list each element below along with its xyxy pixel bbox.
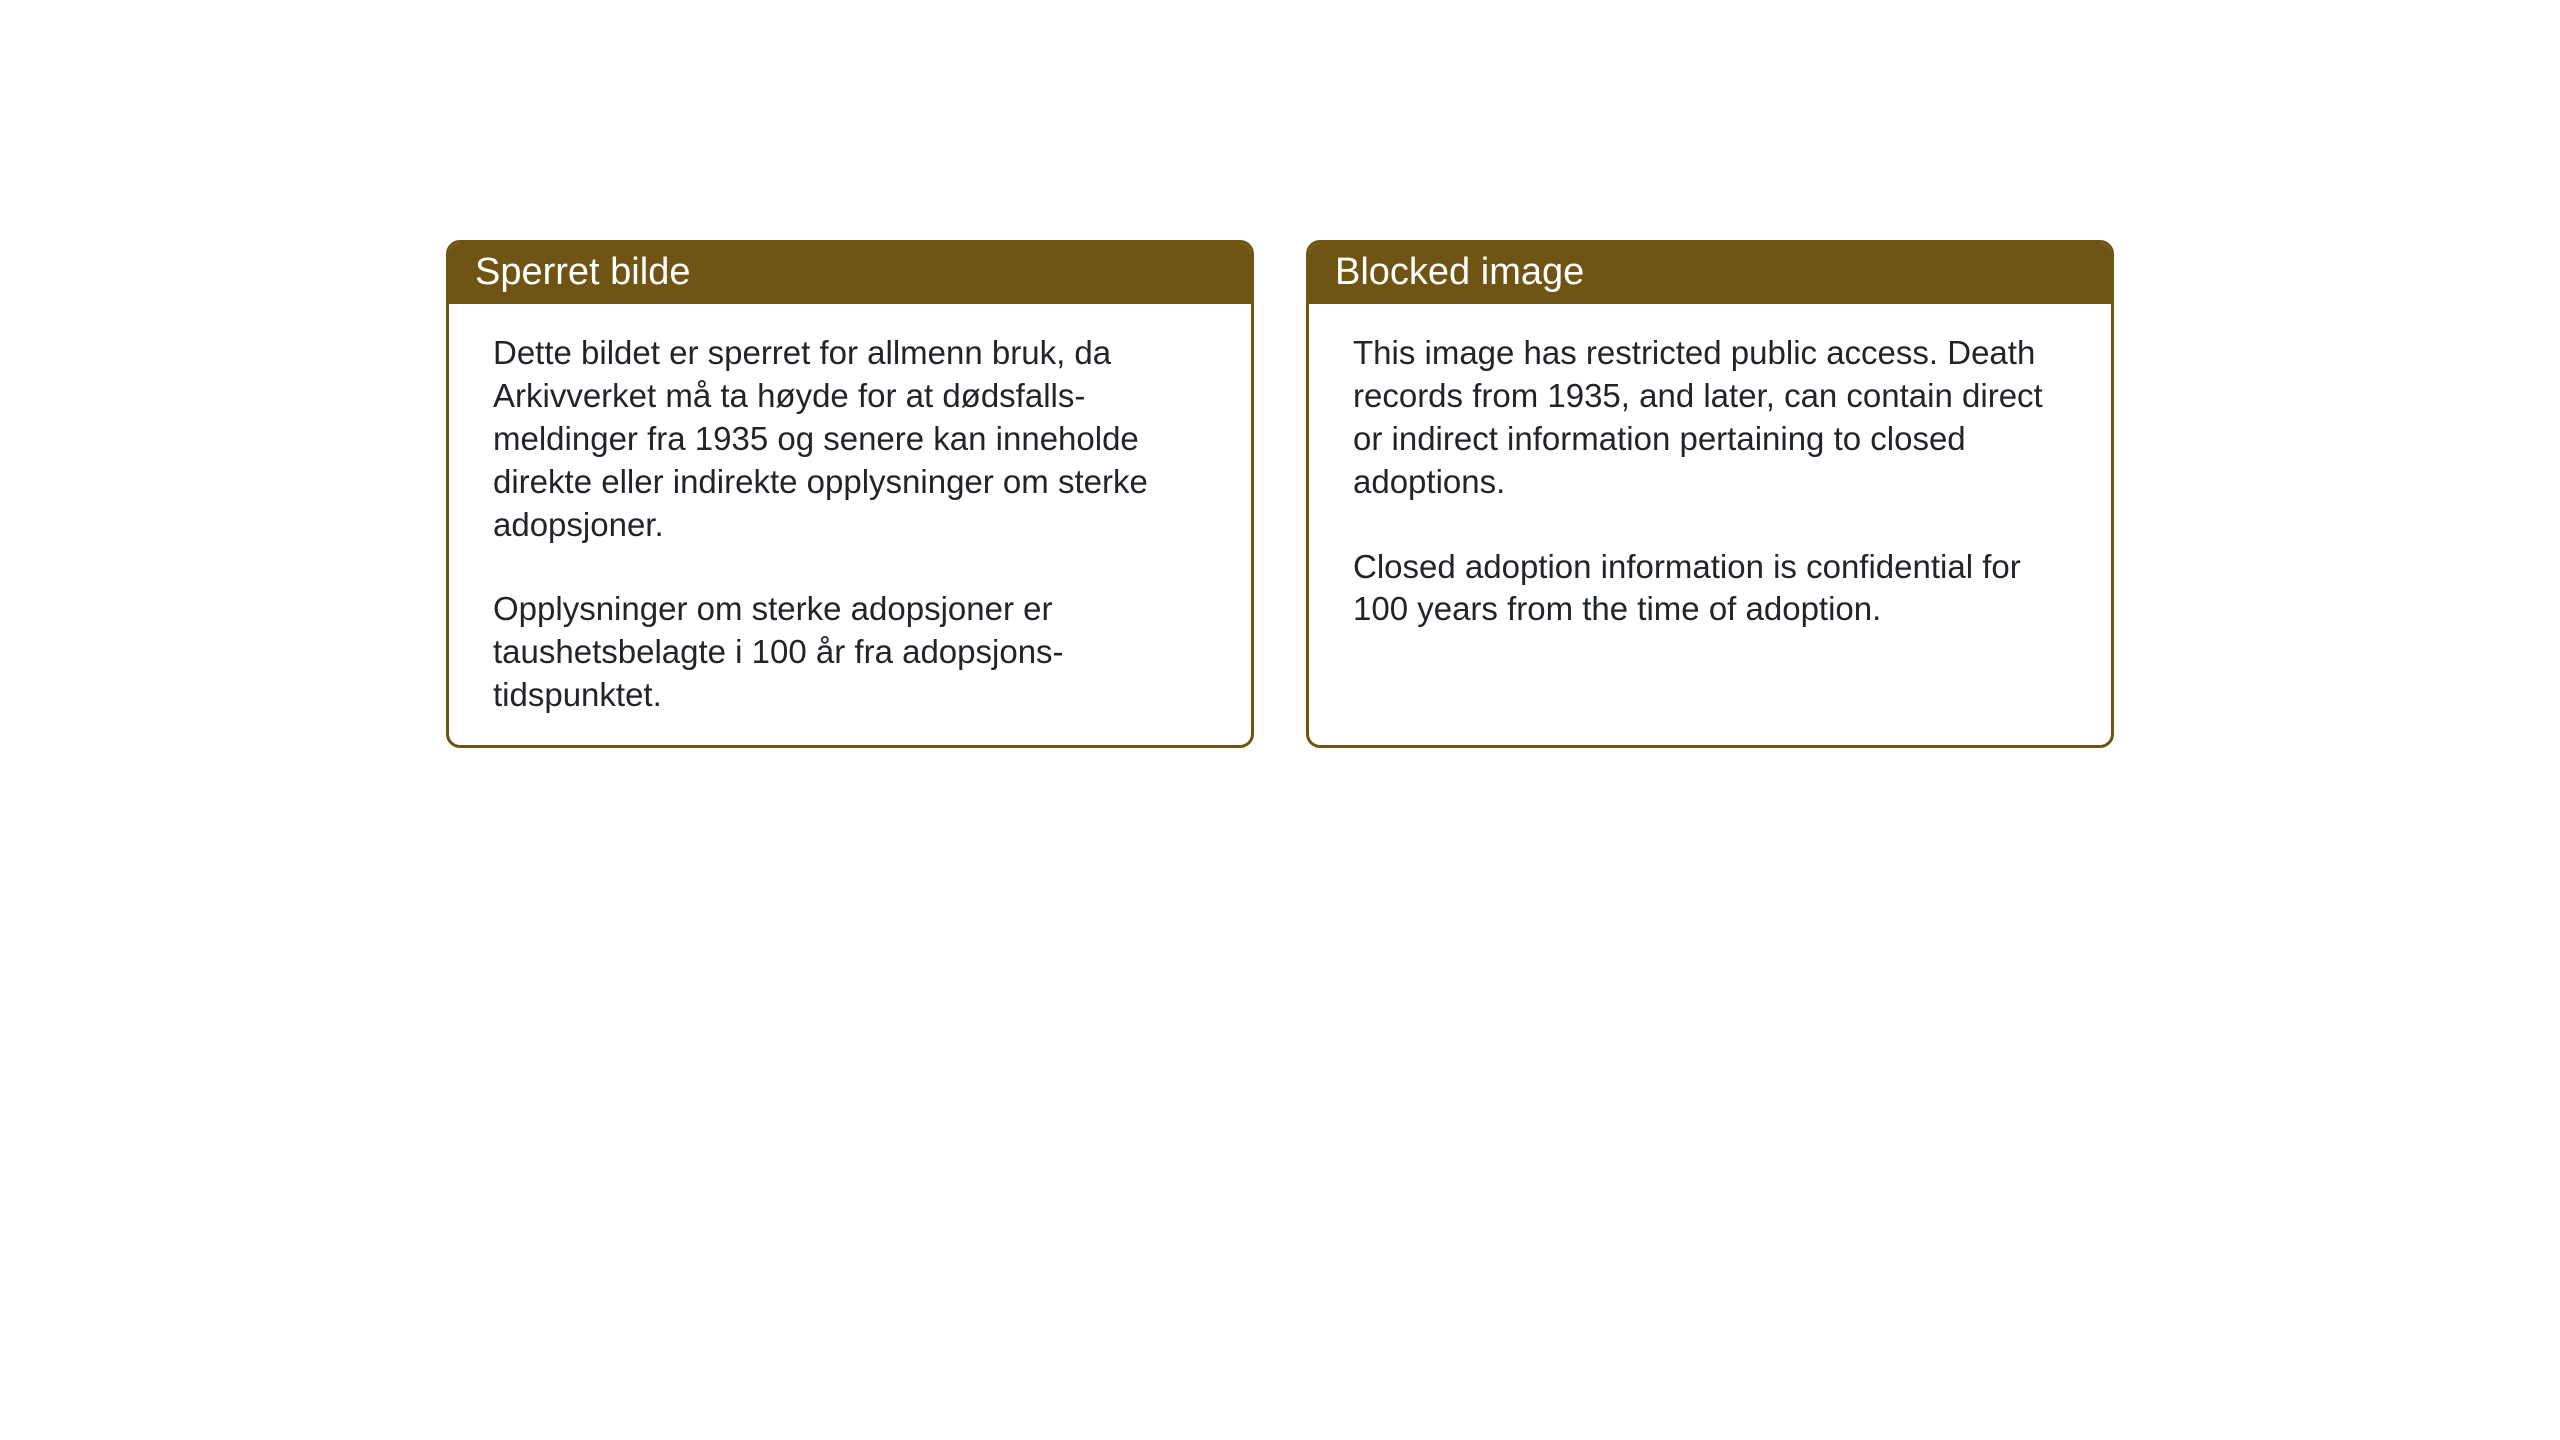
notice-card-english: Blocked image This image has restricted …: [1306, 240, 2114, 748]
notice-text-norwegian-p1: Dette bildet er sperret for allmenn bruk…: [493, 332, 1207, 546]
notice-text-norwegian-p2: Opplysninger om sterke adopsjoner er tau…: [493, 588, 1207, 717]
notice-body-english: This image has restricted public access.…: [1309, 304, 2111, 667]
notice-container: Sperret bilde Dette bildet er sperret fo…: [446, 240, 2114, 748]
notice-body-norwegian: Dette bildet er sperret for allmenn bruk…: [449, 304, 1251, 748]
notice-title-norwegian: Sperret bilde: [449, 243, 1251, 304]
notice-text-english-p2: Closed adoption information is confident…: [1353, 546, 2067, 632]
notice-title-english: Blocked image: [1309, 243, 2111, 304]
notice-text-english-p1: This image has restricted public access.…: [1353, 332, 2067, 504]
notice-card-norwegian: Sperret bilde Dette bildet er sperret fo…: [446, 240, 1254, 748]
